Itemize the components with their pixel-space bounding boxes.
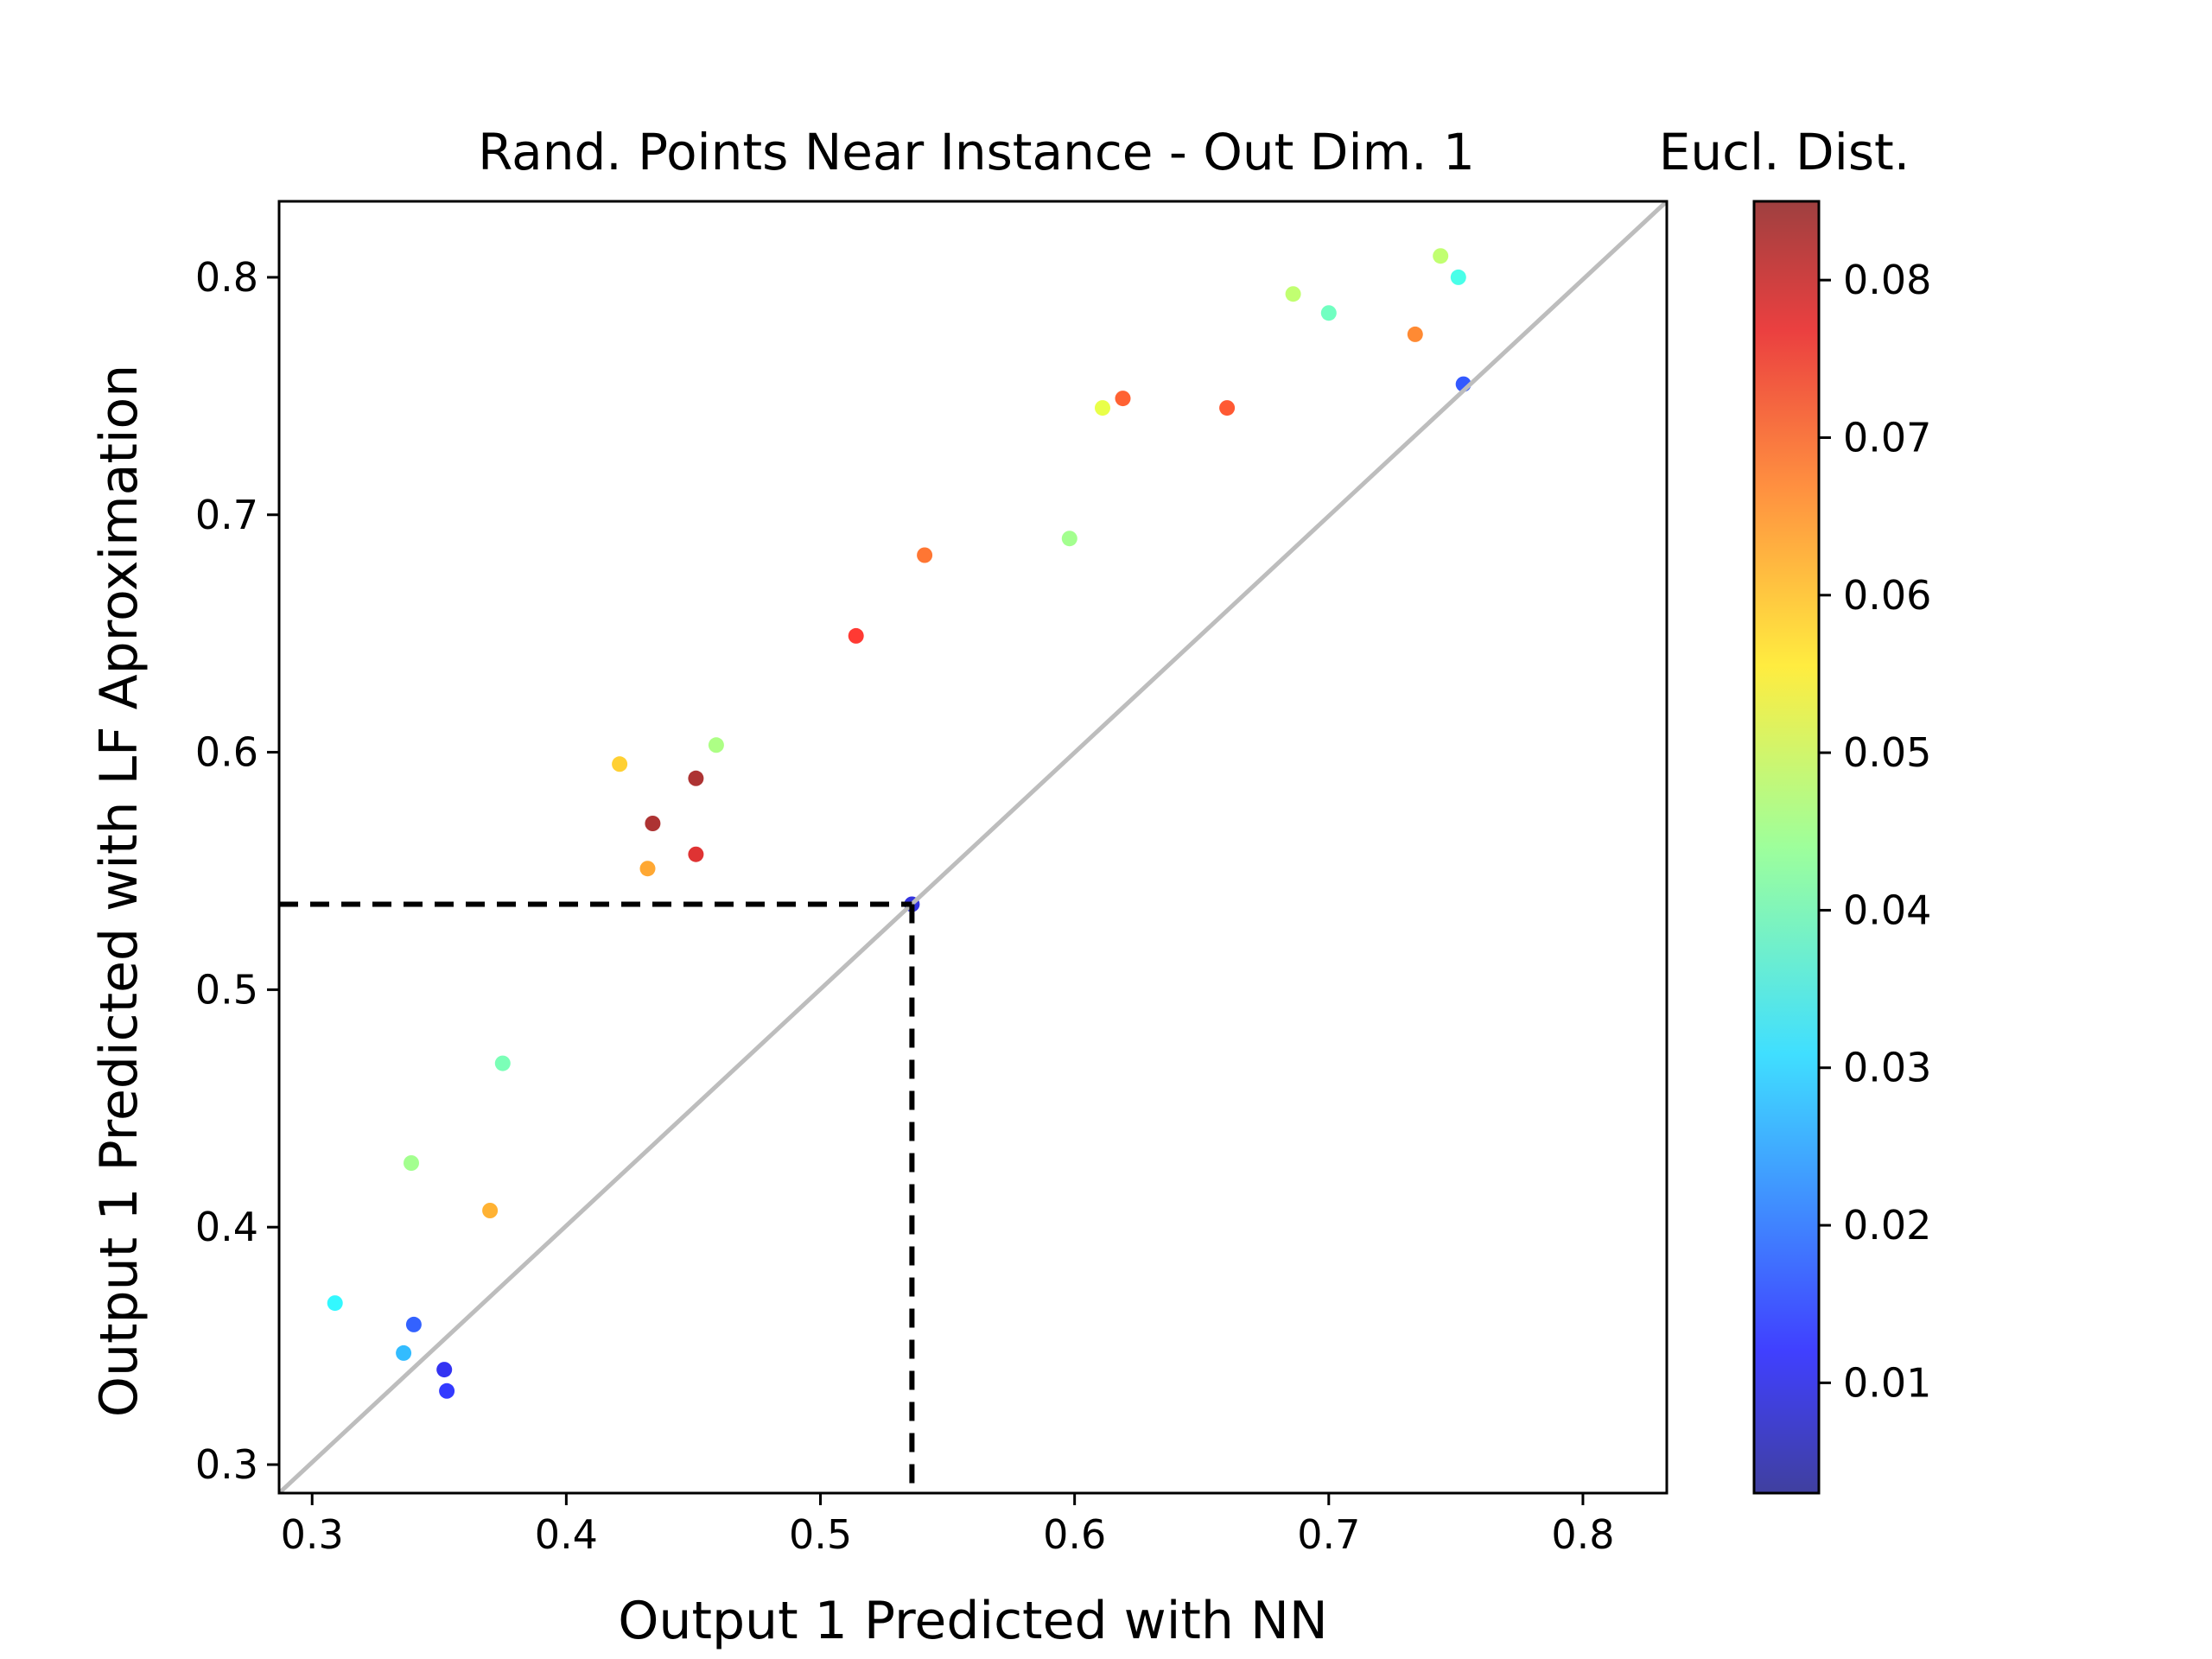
data-point: [1095, 400, 1110, 416]
data-point: [1450, 269, 1466, 285]
x-tick-label: 0.4: [535, 1511, 598, 1558]
chart-title: Rand. Points Near Instance - Out Dim. 1: [478, 123, 1475, 181]
x-tick-label: 0.6: [1043, 1511, 1106, 1558]
y-axis-ticks: 0.3 0.4 0.5 0.6 0.7 0.8: [195, 254, 279, 1488]
colorbar-tick-label: 0.06: [1843, 572, 1931, 619]
data-point: [645, 816, 661, 831]
data-point: [404, 1155, 419, 1171]
data-point: [396, 1344, 412, 1361]
data-point: [612, 756, 628, 772]
y-tick-label: 0.6: [195, 729, 258, 776]
data-point: [439, 1382, 455, 1399]
colorbar-tick-label: 0.04: [1843, 887, 1931, 933]
colorbar-tick-label: 0.03: [1843, 1045, 1931, 1091]
colorbar-tick-label: 0.01: [1843, 1359, 1931, 1406]
x-axis-label: Output 1 Predicted with NN: [618, 1591, 1328, 1651]
colorbar: 0.01 0.02 0.03 0.04 0.05 0.06 0.07 0.08: [1752, 200, 1931, 1495]
data-point: [1285, 286, 1301, 302]
y-tick-label: 0.3: [195, 1441, 258, 1488]
data-point: [708, 737, 724, 753]
x-tick-label: 0.5: [789, 1511, 852, 1558]
data-point: [1433, 248, 1449, 264]
y-tick-label: 0.7: [195, 492, 258, 538]
colorbar-ticks: 0.01 0.02 0.03 0.04 0.05 0.06 0.07 0.08: [1819, 257, 1931, 1406]
data-point: [327, 1295, 343, 1312]
data-point: [1061, 531, 1077, 547]
x-tick-label: 0.7: [1297, 1511, 1360, 1558]
y-tick-label: 0.8: [195, 254, 258, 301]
y-tick-label: 0.4: [195, 1204, 258, 1250]
data-point: [688, 770, 704, 786]
plot-area: [277, 200, 1669, 1495]
data-point: [494, 1055, 511, 1071]
data-point: [639, 861, 656, 877]
y-tick-label: 0.5: [195, 966, 258, 1013]
colorbar-frame: [1752, 200, 1821, 1495]
data-point: [436, 1362, 453, 1378]
colorbar-gradient: [1754, 201, 1819, 1493]
colorbar-tick-label: 0.07: [1843, 414, 1931, 461]
colorbar-tick-label: 0.02: [1843, 1202, 1931, 1249]
data-point: [1407, 326, 1423, 342]
data-point: [688, 846, 704, 862]
data-point: [1219, 400, 1236, 416]
identity-line: [279, 201, 1667, 1493]
plot-frame: [277, 200, 1669, 1495]
x-tick-label: 0.8: [1551, 1511, 1614, 1558]
colorbar-tick-label: 0.05: [1843, 729, 1931, 776]
y-axis-label: Output 1 Predicted with LF Aproximation: [89, 365, 149, 1418]
colorbar-tick-label: 0.08: [1843, 257, 1931, 303]
x-axis-ticks: 0.3 0.4 0.5 0.6 0.7 0.8: [281, 1493, 1615, 1558]
data-point: [917, 547, 933, 563]
data-point: [482, 1203, 499, 1218]
colorbar-title: Eucl. Dist.: [1659, 123, 1910, 181]
data-point: [405, 1316, 422, 1332]
data-point: [848, 627, 864, 644]
x-tick-label: 0.3: [281, 1511, 344, 1558]
data-point: [1320, 305, 1337, 321]
data-point: [1115, 391, 1131, 407]
scatter-points: [327, 248, 1471, 1399]
